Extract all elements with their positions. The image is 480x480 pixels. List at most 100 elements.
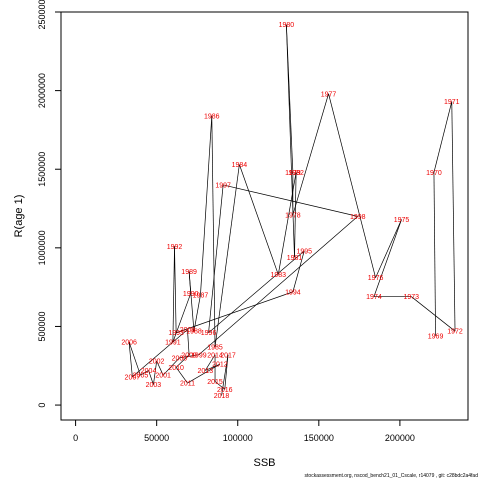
x-axis-title: SSB: [253, 457, 275, 469]
point-label-2013: 2013: [198, 368, 214, 375]
trajectory-segment: [172, 246, 175, 343]
trajectory-segment: [433, 101, 453, 173]
trajectory-segment: [128, 342, 141, 376]
trajectory-segment: [277, 172, 297, 275]
point-label-1972: 1972: [447, 329, 463, 336]
point-label-2000: 2000: [172, 355, 188, 362]
point-label-2016: 2016: [217, 387, 233, 394]
trajectory-segment: [214, 381, 225, 390]
point-label-1969: 1969: [428, 333, 444, 340]
trajectory-segment: [198, 216, 358, 356]
point-label-2005: 2005: [133, 373, 149, 380]
point-label-1971: 1971: [444, 99, 460, 106]
trajectory-segment: [411, 296, 456, 332]
point-label-1998: 1998: [350, 214, 366, 221]
y-tick-label: 2000000: [37, 73, 47, 108]
trajectory-segment: [172, 293, 192, 343]
point-label-1981: 1981: [287, 255, 303, 262]
trajectory-segment: [148, 370, 154, 385]
point-label-1999: 1999: [191, 352, 207, 359]
trajectory-segment: [200, 115, 213, 296]
trajectory-segment: [205, 363, 221, 371]
trajectory-segment: [175, 367, 188, 384]
y-axis-title: R(age 1): [13, 195, 25, 238]
point-label-2018: 2018: [214, 393, 230, 400]
y-axis: 0 500000 1000000 1500000 2000000 2500000: [37, 0, 61, 408]
trajectory-segment: [224, 354, 229, 390]
point-label-1989: 1989: [181, 269, 197, 276]
trajectory-segment: [292, 93, 329, 215]
trajectory-segment: [128, 342, 133, 377]
trajectory-segment: [286, 24, 295, 258]
point-labels: 1969 1970 1971 1972 1973 1974 1975 1976 1977 1978…: [121, 22, 463, 400]
point-label-2011: 2011: [180, 381, 195, 388]
point-label-1991: 1991: [165, 340, 181, 347]
trajectory-segment: [451, 101, 456, 332]
trajectory-segment: [375, 219, 402, 278]
trajectory-segment: [193, 294, 201, 332]
trajectory-segment: [188, 271, 192, 294]
point-label-1975: 1975: [394, 217, 410, 224]
point-label-2002: 2002: [149, 359, 165, 366]
plot-frame: [60, 11, 469, 421]
point-label-1993: 1993: [168, 330, 184, 337]
trajectory-segment: [214, 164, 240, 347]
x-tick-label: 0: [73, 433, 78, 443]
trajectory-segment: [433, 172, 436, 336]
point-label-1983: 1983: [270, 272, 286, 279]
x-tick-label: 200000: [385, 433, 415, 443]
point-label-2003: 2003: [146, 382, 162, 389]
point-label-1982: 1982: [288, 170, 304, 177]
point-label-1977: 1977: [321, 91, 337, 98]
trajectory-segment: [153, 360, 158, 385]
point-label-1997: 1997: [215, 182, 231, 189]
point-label-1970: 1970: [426, 170, 442, 177]
trajectory-segment: [187, 363, 221, 384]
trajectory-segment: [179, 354, 199, 359]
trajectory-segment: [223, 184, 358, 217]
y-tick-label: 2500000: [37, 0, 47, 30]
point-label-1992: 1992: [167, 244, 183, 251]
y-tick-label: 1500000: [37, 152, 47, 187]
trajectory-lines: [128, 24, 456, 396]
trajectory-segment: [208, 250, 305, 334]
trajectory-segment: [292, 250, 305, 292]
point-label-1984: 1984: [232, 162, 248, 169]
point-label-1987: 1987: [193, 293, 209, 300]
point-label-1996: 1996: [201, 330, 217, 337]
point-label-1985: 1985: [207, 344, 223, 351]
point-label-2012: 2012: [212, 362, 228, 369]
trajectory-segment: [328, 93, 376, 278]
point-label-1995: 1995: [296, 248, 312, 255]
trajectory-segment: [373, 219, 402, 297]
x-tick-label: 100000: [223, 433, 253, 443]
x-axis: 0 50000 100000 150000 200000: [73, 420, 415, 443]
trajectory-segment: [208, 184, 224, 333]
point-label-2004: 2004: [141, 368, 157, 375]
point-label-2009: 2009: [181, 352, 197, 359]
x-tick-label: 150000: [304, 433, 334, 443]
point-label-2010: 2010: [168, 365, 184, 372]
trajectory-segment: [221, 354, 229, 396]
trajectory-segment: [176, 291, 293, 334]
trajectory-segment: [205, 354, 216, 371]
point-label-1974: 1974: [366, 294, 382, 301]
trajectory-segment: [156, 360, 164, 376]
point-label-1973: 1973: [403, 294, 419, 301]
point-label-1986: 1986: [204, 113, 220, 120]
point-label-1979: 1979: [285, 170, 301, 177]
point-label-1980: 1980: [279, 22, 295, 29]
trajectory-segment: [174, 246, 177, 333]
trajectory-segment: [132, 329, 188, 378]
trajectory-segment: [294, 172, 297, 258]
trajectory-segment: [211, 115, 216, 347]
y-tick-label: 0: [37, 403, 47, 408]
point-label-2015: 2015: [207, 379, 223, 386]
point-label-1976: 1976: [368, 275, 384, 282]
trajectory-segment: [187, 329, 190, 355]
point-label-2008: 2008: [180, 327, 196, 334]
trajectory-segment: [239, 164, 279, 275]
trajectory-segment: [175, 354, 190, 368]
point-label-1994: 1994: [285, 289, 301, 296]
